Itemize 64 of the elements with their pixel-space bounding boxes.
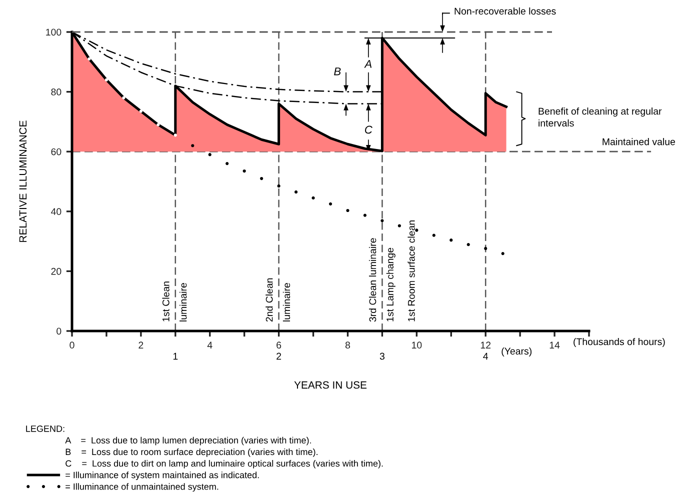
- x2-tick-label: 1: [173, 352, 178, 360]
- y-axis-title: RELATIVE ILLUMINANCE: [19, 120, 27, 242]
- point: [450, 238, 453, 242]
- point: [415, 228, 418, 232]
- x-tick-label: 12: [480, 342, 491, 348]
- point: [139, 110, 142, 113]
- point: [260, 176, 264, 180]
- text: B = Loss due to room surface depreciation (varies with time).: [66, 448, 318, 457]
- text: Non-recoverable losses: [454, 7, 556, 15]
- y-tick-label: 40: [50, 208, 62, 216]
- x-tick-label: 8: [345, 342, 350, 349]
- ref-line-label: 2nd Clean luminaire: [266, 278, 290, 322]
- point: [328, 202, 332, 206]
- annotation: 1st Lamp change: [386, 248, 396, 322]
- text: (Thousands of hours): [574, 338, 665, 348]
- annotation: 1st Room surface clean: [408, 220, 415, 322]
- point: [208, 153, 212, 156]
- x-tick-label: 2: [138, 342, 144, 348]
- point: [88, 57, 91, 60]
- ref-line-label: 3rd Clean luminaire: [369, 238, 376, 322]
- ref-line-label: 1st Clean luminaire: [162, 282, 187, 322]
- y-tick-label: 80: [51, 88, 62, 96]
- point: [346, 208, 350, 212]
- y-tick-label: 20: [51, 268, 62, 275]
- point: [242, 169, 246, 173]
- x2-axis-title: (Years): [502, 347, 532, 357]
- x-tick-label: 14: [550, 342, 560, 348]
- point: [432, 234, 436, 237]
- x-tick-label: 6: [276, 342, 282, 349]
- y-tick-label: 60: [51, 148, 62, 156]
- x-tick-label: 0: [70, 342, 74, 349]
- point: [226, 162, 229, 166]
- x2-tick-label: 3: [380, 352, 384, 360]
- point: [484, 246, 488, 250]
- legend-title: LEGEND:: [26, 426, 64, 432]
- point: [294, 190, 298, 194]
- x-axis-title: YEARS IN USE: [294, 381, 367, 389]
- x-tick-label: 10: [412, 342, 422, 349]
- point: [191, 144, 194, 148]
- point: [398, 224, 401, 228]
- point: [312, 196, 315, 200]
- legend-label: = Illuminance of system maintained as indicated.: [66, 472, 259, 480]
- point: [466, 243, 470, 246]
- y-tick-label: 100: [46, 28, 62, 36]
- point: [380, 219, 384, 222]
- x2-tick-label: 2: [276, 352, 282, 360]
- legend-label: = Illuminance of unmaintained system.: [66, 483, 218, 492]
- text: C = Loss due to dirt on lamp and luminaire optical surfaces (varies with time).: [66, 460, 383, 468]
- text: A = Loss due to lamp lumen depreciation (varies with time).: [65, 436, 311, 446]
- x2-tick-label: 4: [483, 352, 488, 360]
- y-tick-label: 0: [56, 328, 62, 335]
- ref-line-label: Maintained value: [602, 138, 675, 146]
- point: [363, 214, 367, 217]
- annotation: A: [364, 60, 372, 68]
- point: [277, 184, 280, 188]
- point: [156, 123, 160, 126]
- annotation: B: [334, 68, 341, 76]
- point: [501, 252, 504, 256]
- annotation: Benefit of cleaning at regular intervals: [538, 108, 662, 127]
- x-tick-label: 4: [207, 342, 212, 348]
- point: [122, 96, 126, 100]
- point: [174, 134, 177, 137]
- point: [104, 78, 108, 82]
- annotation: C: [365, 126, 372, 134]
